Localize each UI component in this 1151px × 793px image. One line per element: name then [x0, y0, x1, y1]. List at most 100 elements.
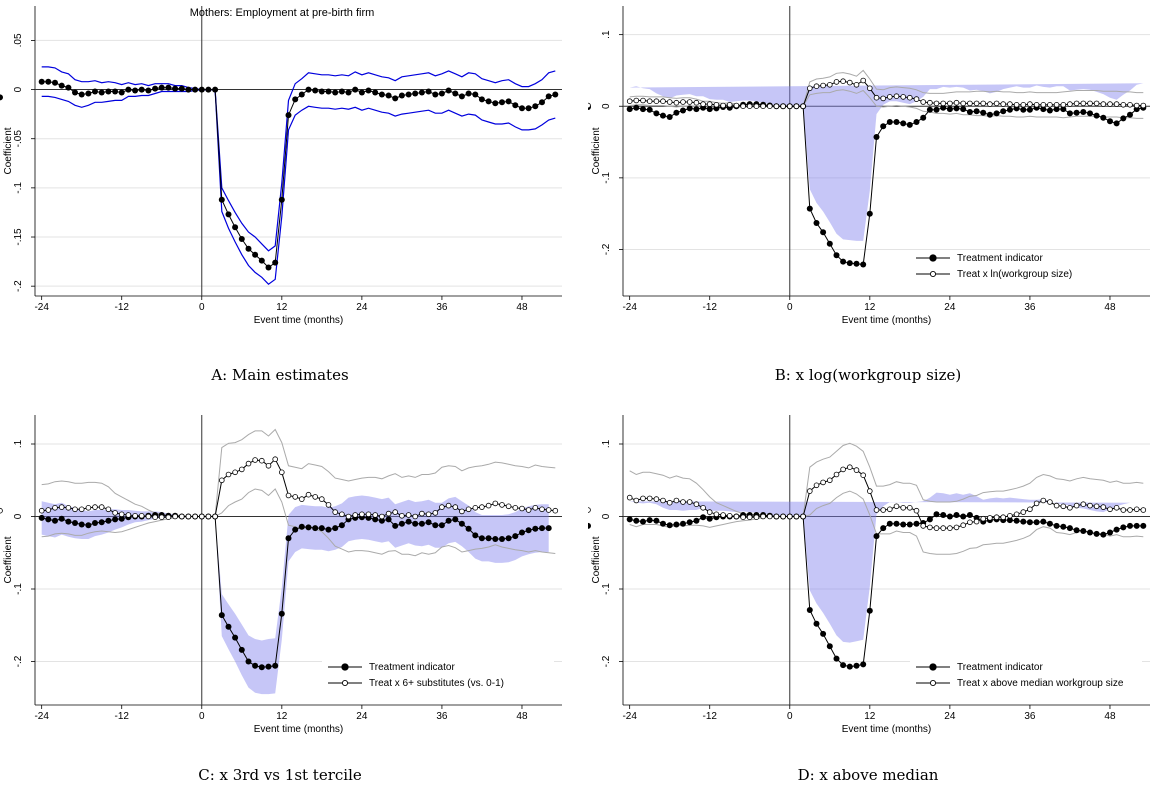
chart-c-series-1-point — [479, 504, 485, 510]
chart-b-legend-marker — [929, 270, 937, 278]
chart-c-series-1-point — [359, 511, 365, 518]
chart-a-series-0-point — [405, 91, 412, 98]
chart-d-series-1-point — [720, 512, 726, 518]
chart-c-plot: .1 0 -.1 -.2 -24 -12 0 12 24 36 48 Event time (mont… — [0, 415, 562, 735]
chart-c-series-1-point — [385, 510, 392, 517]
chart-d-series-1-point — [987, 515, 993, 521]
chart-d-series-0-point — [633, 517, 640, 524]
chart-a-series-0-point — [92, 88, 98, 95]
chart-a-xtick-label: 36 — [436, 302, 448, 313]
chart-b-series-0-point — [1087, 110, 1093, 117]
chart-a-series-0-point — [105, 88, 112, 95]
chart-d-xtick-label: 12 — [864, 711, 876, 722]
chart-d-series-0-point — [1120, 524, 1127, 531]
chart-d-series-1-point — [853, 467, 860, 473]
chart-c-series-0-point — [485, 535, 492, 542]
chart-c-series-1-point — [552, 507, 559, 514]
chart-a-series-0-point — [492, 100, 499, 107]
chart-c-legend: Treatment indicator Treat x 6+ substitute… — [322, 659, 554, 699]
chart-a-series-0-point — [198, 86, 205, 93]
chart-a-ytick-label: -.1 — [13, 182, 24, 194]
chart-c-series-1-point — [539, 506, 545, 513]
chart-d-ytick-label: -.1 — [601, 583, 612, 595]
chart-c-series-1-point — [545, 507, 552, 513]
chart-d-series-0-point — [680, 520, 686, 527]
chart-a-ytick-label: 0 — [13, 86, 24, 92]
chart-b-series-0-point — [1080, 109, 1087, 115]
chart-d-series-1-point — [660, 497, 666, 504]
chart-b-series-1-point — [640, 97, 646, 104]
chart-d-series-1-point — [820, 479, 826, 486]
chart-c-series-0-point — [58, 515, 65, 522]
chart-a-series-0-point — [252, 251, 259, 258]
chart-a-series-0-point — [338, 88, 345, 95]
chart-c-series-1-point — [439, 504, 445, 510]
chart-a-series-0-point — [438, 90, 445, 97]
chart-d-series-1-point — [646, 495, 653, 502]
chart-d-series-1-point — [953, 524, 960, 531]
chart-b-series-0-point — [960, 106, 967, 113]
chart-c-series-0-point — [405, 518, 412, 525]
chart-d-series-1-point — [633, 497, 640, 504]
chart-d-series-0-point — [1060, 523, 1067, 530]
chart-d-series-1-point — [733, 513, 740, 520]
chart-b-series-1-point — [920, 99, 927, 105]
chart-d-series-1-point — [993, 514, 1000, 520]
chart-c-series-1-point — [445, 502, 452, 509]
chart-c-series-1-point — [459, 508, 465, 515]
chart-d-series-0-point — [1113, 526, 1120, 533]
chart-d-series-0-point — [1046, 520, 1053, 527]
chart-b-series-1-point — [980, 100, 987, 107]
chart-d-series-0-point — [640, 518, 646, 525]
chart-c-series-1-point — [58, 504, 65, 510]
chart-c-series-1-point — [532, 505, 539, 511]
chart-c-series-0-point — [372, 516, 379, 523]
chart-b-series-1-point — [1113, 101, 1120, 107]
chart-c-series-0-point — [418, 520, 425, 527]
chart-a-series-0-point — [292, 96, 299, 103]
chart-a-xtick-label: 24 — [356, 302, 368, 313]
chart-b-series-0-point — [853, 260, 860, 267]
chart-c-series-0-point — [505, 535, 512, 542]
chart-a-series-0-point — [265, 264, 272, 271]
chart-b-series-1-point — [1027, 101, 1033, 107]
chart-d-series-0-point — [853, 662, 860, 669]
chart-b-series-0-point — [813, 220, 820, 226]
chart-c-series-0-point — [105, 517, 112, 524]
chart-b-series-0-point — [1046, 107, 1053, 114]
chart-b-series-1-point — [746, 103, 753, 109]
chart-b-series-1-point — [700, 101, 706, 107]
chart-d-series-1-point — [880, 507, 887, 513]
chart-b-series-1-point — [1133, 102, 1140, 109]
chart-d-series-1-point — [980, 515, 987, 522]
chart-a-series-0-point — [178, 85, 185, 92]
chart-d-xtick-label: 24 — [944, 711, 956, 722]
chart-a-series-0-point — [145, 87, 152, 94]
chart-c-series-0-point — [232, 634, 239, 641]
chart-c-series-1-point — [138, 513, 145, 519]
chart-d-series-0-point — [666, 522, 673, 529]
chart-d-series-1-point — [1073, 502, 1080, 509]
chart-c-series-1-point — [158, 514, 165, 520]
chart-c-series-0-point — [285, 535, 292, 542]
chart-b-series-0-point — [953, 105, 960, 112]
chart-d-series-1-point — [673, 497, 680, 504]
chart-c-series-0-point — [478, 535, 485, 542]
chart-b-series-1-point — [773, 103, 780, 109]
chart-c-series-0-point — [458, 520, 465, 527]
chart-c-series-1-point — [292, 494, 299, 500]
chart-b-series-0-point — [633, 104, 640, 111]
chart-b-series-0-point — [1127, 111, 1133, 118]
chart-c-series-1-point — [72, 506, 78, 513]
chart-c-series-0-point — [45, 516, 52, 523]
chart-b-legend-label: Treatment indicator — [957, 253, 1043, 264]
chart-c-series-0-point — [519, 529, 525, 536]
chart-c-series-1-point — [365, 511, 372, 518]
chart-b-series-1-point — [693, 99, 700, 106]
chart-b-series-1-point — [660, 98, 666, 104]
chart-a-series-0-point — [332, 89, 339, 96]
chart-d-legend: Treatment indicator Treat x above median … — [910, 659, 1142, 699]
chart-d-series-0-point — [913, 520, 920, 527]
chart-d-series-1-point — [666, 499, 673, 506]
chart-d-series-1-point — [940, 525, 947, 531]
